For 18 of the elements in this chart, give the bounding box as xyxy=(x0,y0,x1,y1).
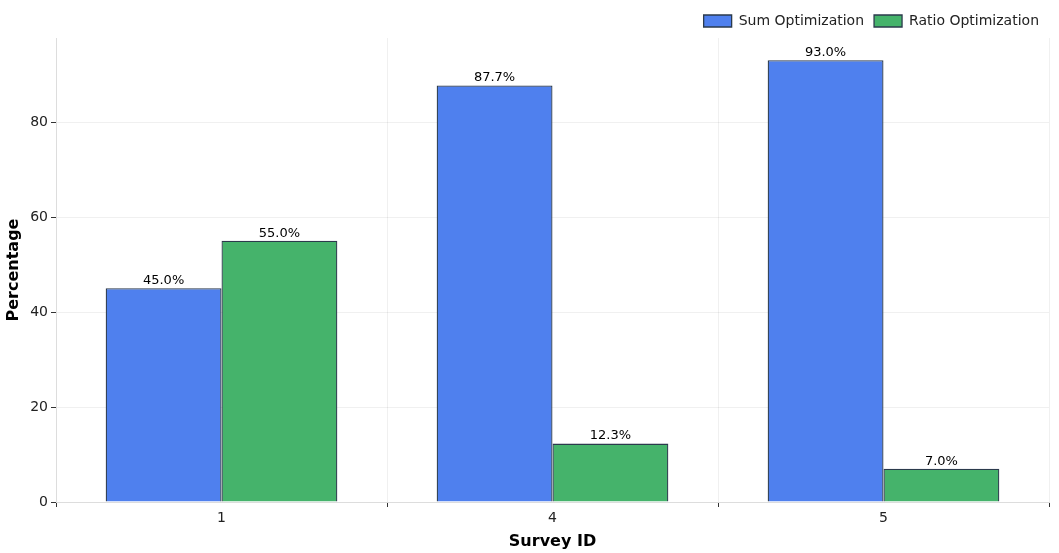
data-label: 12.3% xyxy=(589,427,632,443)
x-axis-title: Survey ID xyxy=(508,530,597,550)
legend-label: Sum Optimization xyxy=(738,11,865,28)
y-tick-label: 60 xyxy=(30,207,49,224)
x-tick-label: 4 xyxy=(548,509,558,526)
data-label: 93.0% xyxy=(804,44,847,60)
y-axis-title: Percentage xyxy=(2,218,22,322)
data-label: 7.0% xyxy=(924,452,958,468)
y-tick-label: 80 xyxy=(30,112,49,129)
data-label: 55.0% xyxy=(258,224,301,240)
x-tick-label: 1 xyxy=(217,509,226,526)
y-tick-label: 20 xyxy=(30,397,49,414)
x-tick-label: 5 xyxy=(879,509,888,526)
legend-label: Ratio Optimization xyxy=(909,11,1039,28)
data-label: 87.7% xyxy=(473,69,516,85)
data-label: 45.0% xyxy=(142,272,185,288)
y-tick-label: 0 xyxy=(39,492,49,509)
y-tick-label: 40 xyxy=(30,302,49,319)
